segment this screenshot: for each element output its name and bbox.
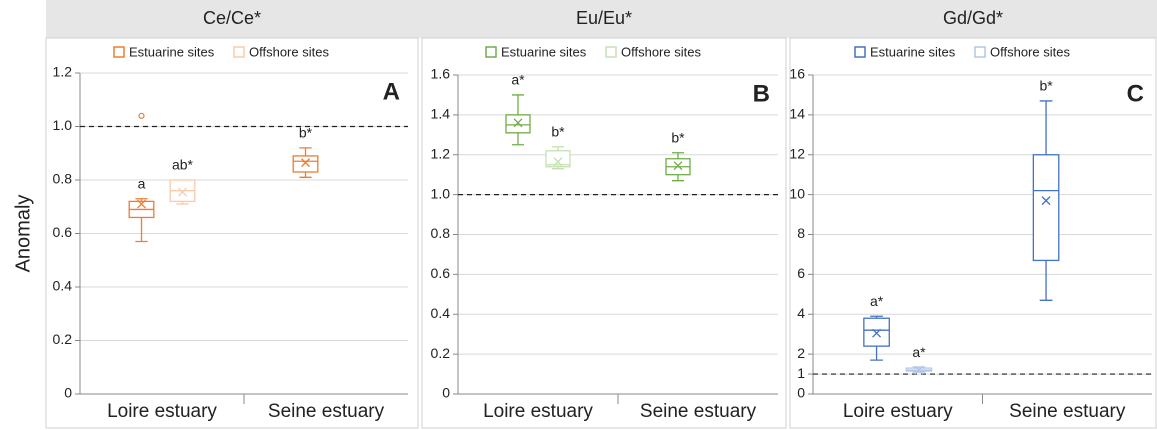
legend-swatch [854, 46, 866, 58]
y-tick-label: 1.2 [53, 64, 73, 80]
x-tick-label: Seine estuary [640, 401, 757, 422]
box [1032, 154, 1060, 262]
mean-marker [553, 157, 563, 167]
significance-label: b* [671, 129, 685, 145]
x-tick-label: Loire estuary [483, 401, 593, 422]
x-tick-label: Loire estuary [843, 401, 953, 422]
mean-marker [673, 161, 683, 171]
legend-swatch [113, 46, 125, 58]
mean-marker [914, 365, 924, 375]
y-tick-label: 0.2 [53, 331, 73, 347]
y-tick-label: 0.4 [53, 278, 73, 294]
panel-letter: B [753, 80, 770, 107]
y-tick-label: 0 [442, 385, 450, 401]
significance-label: ab* [172, 157, 194, 173]
whisker [552, 146, 564, 170]
y-tick-label: 0.2 [431, 345, 451, 361]
y-tick-label: 1.0 [431, 185, 451, 201]
significance-label: a* [912, 344, 926, 360]
legend-label: Estuarine sites [870, 44, 956, 59]
y-tick-label: 1.2 [431, 145, 451, 161]
y-tick-label: 14 [789, 106, 805, 122]
panel-title: Gd/Gd* [943, 8, 1003, 28]
significance-label: a [138, 175, 146, 191]
significance-label: b* [1039, 78, 1053, 94]
y-tick-label: 0.8 [431, 225, 451, 241]
significance-label: b* [551, 123, 565, 139]
y-tick-label: 1.6 [431, 66, 451, 82]
y-tick-label: 16 [789, 66, 805, 82]
whisker [512, 94, 524, 146]
mean-marker [301, 158, 310, 168]
y-tick-label: 0.4 [431, 305, 451, 321]
mean-marker [872, 328, 882, 338]
y-tick-label: 1.0 [53, 117, 73, 133]
y-tick-label: 12 [789, 145, 805, 161]
y-tick-label: 0 [64, 385, 72, 401]
y-tick-label: 2 [797, 345, 805, 361]
legend-label: Estuarine sites [129, 44, 215, 59]
x-tick-label: Seine estuary [1009, 401, 1126, 422]
outlier [138, 112, 145, 119]
significance-label: b* [299, 125, 313, 141]
panel-frame [789, 37, 1157, 429]
legend-label: Offshore sites [990, 44, 1070, 59]
y-tick-label: 6 [797, 265, 805, 281]
legend-label: Offshore sites [621, 44, 701, 59]
box [292, 155, 319, 173]
y-tick-label: 0.6 [431, 265, 451, 281]
legend-swatch [233, 46, 245, 58]
whisker [672, 152, 684, 182]
y-tick-label: 1 [797, 365, 805, 381]
y-tick-label: 0.6 [53, 224, 73, 240]
panel-frame [45, 37, 419, 429]
legend-swatch [605, 46, 617, 58]
significance-label: a* [511, 72, 525, 88]
mean-marker [178, 187, 187, 197]
mean-marker [1041, 196, 1051, 206]
y-tick-label: 8 [797, 225, 805, 241]
legend-swatch [485, 46, 497, 58]
panel-letter: A [383, 78, 400, 105]
y-tick-label: 0 [797, 385, 805, 401]
whisker [299, 147, 312, 178]
panel-title: Ce/Ce* [203, 8, 261, 28]
whisker [135, 198, 148, 243]
whisker [1039, 100, 1053, 301]
y-tick-label: 10 [789, 185, 805, 201]
significance-label: a* [870, 293, 884, 309]
panel-frame [421, 37, 787, 429]
y-tick-label: 4 [797, 305, 805, 321]
box [545, 150, 571, 168]
legend-label: Offshore sites [249, 44, 329, 59]
x-tick-label: Loire estuary [107, 401, 217, 422]
box [863, 317, 890, 347]
panel-title: Eu/Eu* [576, 8, 632, 28]
legend-swatch [974, 46, 986, 58]
y-tick-label: 0.8 [53, 171, 73, 187]
panel-letter: C [1127, 80, 1144, 107]
y-tick-label: 1.4 [431, 106, 451, 122]
y-axis-title: Anomaly [12, 195, 34, 273]
mean-marker [513, 118, 523, 128]
x-tick-label: Seine estuary [268, 401, 385, 422]
header-band [46, 0, 1157, 38]
box [505, 114, 531, 134]
mean-marker [137, 199, 146, 209]
legend-label: Estuarine sites [501, 44, 587, 59]
whisker [870, 315, 883, 361]
